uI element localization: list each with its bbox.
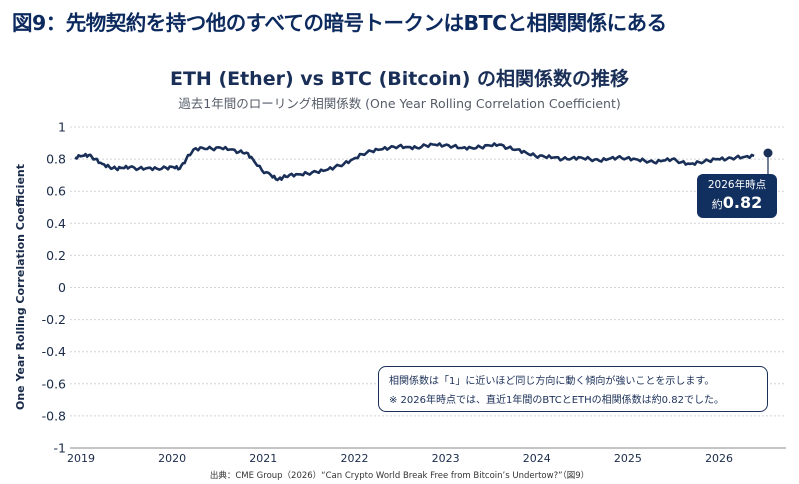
chart-subtitle: 過去1年間のローリング相関係数 (One Year Rolling Correl… <box>178 96 621 111</box>
source-citation: 出典：CME Group（2026）“Can Crypto World Brea… <box>209 471 590 481</box>
y-tick-label: -0.6 <box>42 376 66 391</box>
x-tick-label: 2026 <box>705 452 733 465</box>
y-tick-label: 1 <box>58 120 66 135</box>
y-tick-label: 0.4 <box>46 216 66 231</box>
y-tick-label: 0.8 <box>46 152 66 167</box>
x-tick-label: 2025 <box>614 452 642 465</box>
callout-prefix: 約 <box>711 198 723 211</box>
y-tick-label: -1 <box>54 441 66 456</box>
note-box: 相関係数は「1」に近いほど同じ方向に動く傾向が強いことを示します。 ※ 2026… <box>378 366 768 412</box>
note-line-1: 相関係数は「1」に近いほど同じ方向に動く傾向が強いことを示します。 <box>389 376 715 387</box>
callout-date: 2026年時点 <box>707 179 767 191</box>
x-tick-label: 2020 <box>158 452 186 465</box>
x-tick-label: 2023 <box>432 452 460 465</box>
chart-title: ETH (Ether) vs BTC (Bitcoin) の相関係数の推移 <box>169 68 629 90</box>
y-axis-label: One Year Rolling Correlation Coefficient <box>14 164 27 410</box>
correlation-series-line <box>74 142 755 182</box>
y-axis-ticks: 1 0.8 0.6 0.4 0.2 0 -0.2 -0.4 -0.6 -0.8 -1 <box>42 120 66 456</box>
y-tick-label: -0.8 <box>42 408 66 423</box>
y-tick-label: -0.2 <box>42 312 66 327</box>
x-tick-label: 2024 <box>523 452 551 465</box>
x-tick-label: 2021 <box>249 452 277 465</box>
latest-value-point <box>763 148 773 158</box>
y-tick-label: 0.2 <box>46 248 66 263</box>
latest-value-callout: 2026年時点 約0.82 <box>697 174 777 218</box>
figure-title: 図9：先物契約を持つ他のすべての暗号トークンはBTCと相関関係にある <box>12 11 667 35</box>
note-line-2: ※ 2026年時点では、直近1年間のBTCとETHの相関係数は約0.82でした。 <box>389 395 724 406</box>
y-tick-label: -0.4 <box>42 344 66 359</box>
x-axis-ticks: 2019 2020 2021 2022 2023 2024 2025 2026 <box>67 452 733 465</box>
callout-number: 0.82 <box>722 193 763 212</box>
x-tick-label: 2019 <box>67 452 95 465</box>
y-tick-label: 0 <box>58 280 66 295</box>
x-tick-label: 2022 <box>340 452 368 465</box>
callout-value: 約0.82 <box>697 193 777 215</box>
y-tick-label: 0.6 <box>46 184 66 199</box>
